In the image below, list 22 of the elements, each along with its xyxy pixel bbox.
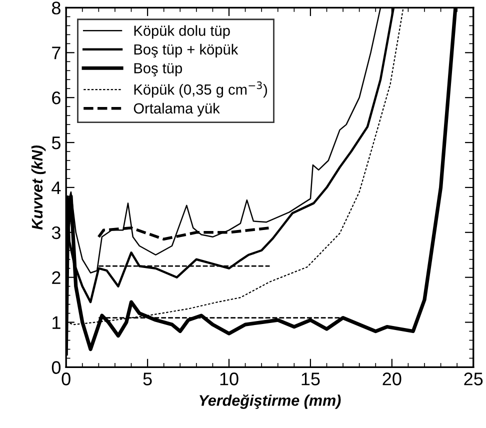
y-tick-label: 0 — [52, 361, 61, 374]
x-tick-label: 20 — [382, 372, 402, 386]
y-tick-label: 2 — [52, 271, 60, 284]
y-axis-title: Kuvvet (kN) — [31, 145, 46, 230]
legend-label: Köpük dolu tüp — [134, 25, 230, 39]
x-axis-title: Yerdeğiştirme (mm) — [200, 394, 341, 409]
y-tick-label: 3 — [52, 226, 60, 240]
y-tick-label: 7 — [52, 46, 60, 60]
y-tick-label: 8 — [52, 2, 60, 14]
legend-label: Boş tüp + köpük — [134, 44, 238, 58]
legend-label: Ortalama yük — [134, 102, 220, 116]
legend-label: Boş tüp — [134, 63, 182, 76]
x-tick-label: 15 — [302, 372, 320, 386]
y-tick-label: 6 — [52, 92, 60, 104]
x-tick-label: 25 — [464, 372, 483, 386]
x-tick-label: 10 — [220, 372, 238, 386]
y-tick-label: 5 — [52, 136, 60, 150]
x-tick-label: 0 — [62, 372, 70, 386]
y-tick-label: 4 — [52, 182, 61, 194]
legend-label: Köpük (0,35 g cm$^{−3}$) — [134, 81, 268, 98]
y-tick-label: 1 — [52, 316, 60, 329]
x-tick-label: 5 — [143, 372, 152, 386]
